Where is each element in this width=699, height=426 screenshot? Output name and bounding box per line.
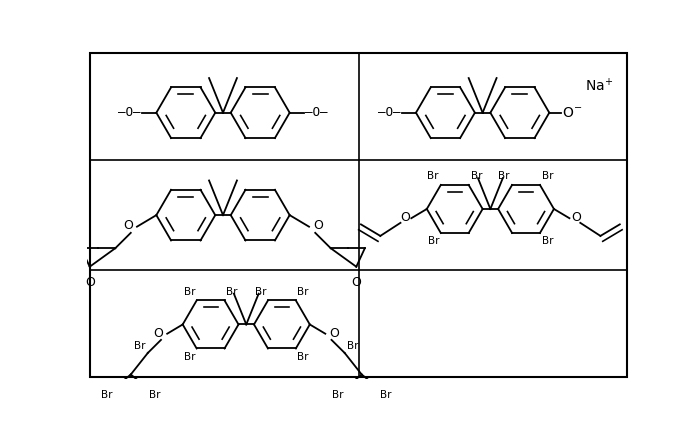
Text: Br: Br (150, 390, 161, 400)
Text: —O—: —O— (118, 106, 141, 119)
Text: Br: Br (184, 288, 195, 297)
Text: Br: Br (297, 288, 309, 297)
Text: Br: Br (427, 171, 438, 181)
Text: O: O (400, 211, 410, 224)
Text: Br: Br (428, 236, 439, 246)
Text: Br: Br (471, 171, 482, 181)
Text: O: O (313, 219, 323, 232)
Text: O: O (154, 327, 164, 340)
Text: Br: Br (542, 236, 553, 246)
Text: O: O (123, 219, 133, 232)
Text: O: O (571, 211, 581, 224)
Text: —O—: —O— (305, 106, 328, 119)
Text: Br: Br (331, 390, 343, 400)
Text: Br: Br (380, 390, 392, 400)
Text: Br: Br (255, 288, 266, 297)
Text: Br: Br (542, 171, 554, 181)
Text: O: O (85, 276, 94, 289)
Text: Br: Br (101, 390, 112, 400)
Text: O: O (352, 276, 361, 289)
Text: —O—: —O— (378, 106, 401, 119)
Text: Br: Br (347, 341, 359, 351)
Text: Br: Br (297, 351, 309, 362)
Text: O$^{-}$: O$^{-}$ (563, 106, 583, 120)
Text: Na$^{+}$: Na$^{+}$ (585, 77, 613, 95)
Text: Br: Br (134, 341, 145, 351)
Text: O: O (329, 327, 339, 340)
Text: Br: Br (498, 171, 510, 181)
Text: Br: Br (226, 288, 238, 297)
Text: Br: Br (184, 351, 195, 362)
